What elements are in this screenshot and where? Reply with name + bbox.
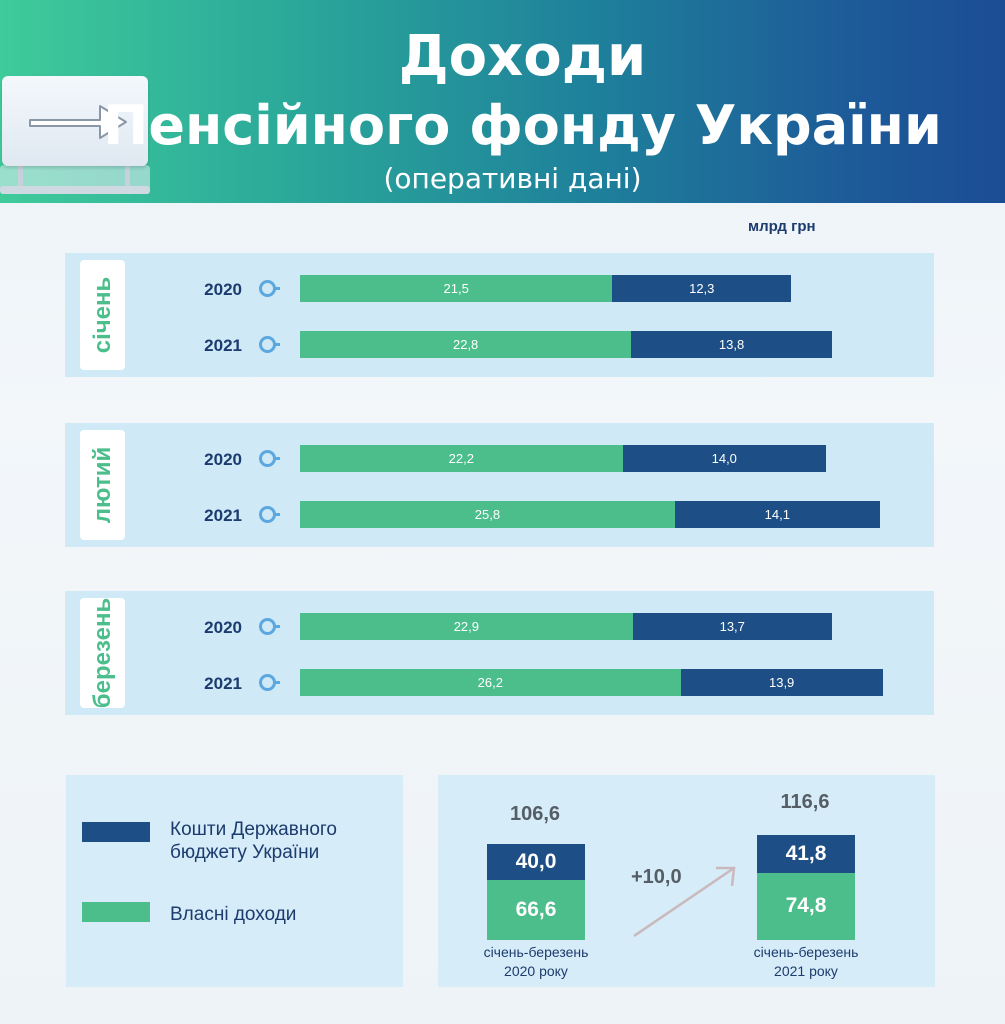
- page-title-line1: Доходи: [398, 24, 647, 89]
- legend-swatch-own: [82, 902, 150, 922]
- column-own-income: 74,8: [757, 872, 855, 940]
- arrow-right-icon: [29, 105, 127, 139]
- growth-arrow-icon: [633, 866, 736, 938]
- period-2021-line1: січень-березень: [753, 944, 859, 960]
- ring-marker-icon: [259, 674, 280, 691]
- bar-own-income: 25,8: [300, 501, 675, 528]
- ring-marker-icon: [259, 506, 280, 523]
- total-2020: 106,6: [509, 803, 561, 825]
- month-tab: лютий: [80, 430, 125, 540]
- panel-february: [65, 423, 934, 547]
- ring-marker-icon: [259, 450, 280, 467]
- page-subtitle: (оперативні дані): [383, 162, 642, 195]
- page-title-line2: Пенсійного фонду України: [103, 94, 942, 157]
- year-label: 2021: [204, 336, 242, 355]
- month-tab: березень: [80, 598, 125, 708]
- panel-january: [65, 253, 934, 377]
- year-label: 2020: [204, 450, 242, 469]
- month-label: лютий: [88, 446, 116, 524]
- legend-panel: [66, 775, 403, 987]
- signpost: [2, 76, 148, 166]
- column-own-income: 66,6: [487, 880, 585, 940]
- bar-own-income: 26,2: [300, 669, 681, 696]
- period-2020-line1: січень-березень: [483, 944, 589, 960]
- ring-marker-icon: [259, 280, 280, 297]
- sign-leg: [18, 165, 23, 189]
- bar-own-income: 22,2: [300, 445, 623, 472]
- unit-label: млрд грн: [748, 218, 816, 235]
- bar-own-income: 22,8: [300, 331, 632, 358]
- month-label: березень: [88, 597, 116, 709]
- period-2021-line2: 2021 року: [774, 963, 838, 979]
- ring-marker-icon: [259, 336, 280, 353]
- year-label: 2021: [204, 506, 242, 525]
- legend-label-own: Власні доходи: [170, 904, 297, 925]
- bar-state-budget: 14,1: [674, 501, 880, 528]
- month-label: січень: [88, 276, 116, 354]
- column-state-budget: 40,0: [487, 844, 585, 881]
- period-2020-line2: 2020 року: [504, 963, 568, 979]
- total-2021: 116,6: [780, 791, 830, 813]
- period-2021: січень-березень 2021 року: [726, 943, 886, 981]
- bar-own-income: 21,5: [300, 275, 613, 302]
- difference-label: +10,0: [631, 866, 682, 888]
- header-banner: Доходи Пенсійного фонду України (операти…: [0, 0, 1005, 203]
- sign-leg: [125, 165, 130, 189]
- month-tab: січень: [80, 260, 125, 370]
- sign-base: [0, 186, 150, 194]
- year-label: 2021: [204, 674, 242, 693]
- column-state-budget: 41,8: [757, 835, 855, 873]
- bar-state-budget: 13,9: [680, 669, 883, 696]
- bar-own-income: 22,9: [300, 613, 633, 640]
- legend-label-state: Кошти Державного бюджету України: [170, 819, 337, 863]
- legend-swatch-state: [82, 822, 150, 842]
- bar-state-budget: 14,0: [622, 445, 826, 472]
- bar-state-budget: 12,3: [612, 275, 792, 302]
- bar-state-budget: 13,7: [632, 613, 832, 640]
- panel-march: [65, 591, 934, 715]
- year-label: 2020: [204, 280, 242, 299]
- year-label: 2020: [204, 618, 242, 637]
- period-2020: січень-березень 2020 року: [456, 943, 616, 981]
- ring-marker-icon: [259, 618, 280, 635]
- bar-state-budget: 13,8: [631, 331, 832, 358]
